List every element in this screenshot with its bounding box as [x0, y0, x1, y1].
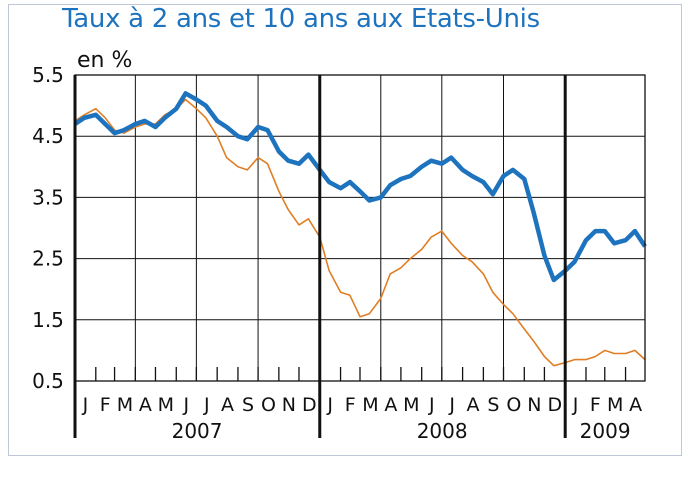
y-axis-label: en %: [77, 48, 132, 73]
month-label: M: [403, 394, 419, 416]
month-label: A: [384, 394, 397, 416]
y-tick-label: 2.5: [32, 247, 64, 271]
month-label: O: [506, 394, 521, 416]
month-label: N: [282, 394, 296, 416]
year-dividers: [73, 75, 567, 438]
month-label: J: [326, 394, 333, 416]
chart-frame: [8, 4, 682, 456]
y-tick-label: 0.5: [32, 369, 64, 393]
month-label: F: [590, 394, 601, 416]
month-label: J: [572, 394, 579, 416]
series-line-blue: [73, 91, 647, 283]
month-label: A: [629, 394, 642, 416]
month-label: M: [362, 394, 378, 416]
month-label: S: [242, 394, 254, 416]
month-label: F: [100, 394, 111, 416]
month-label: J: [203, 394, 210, 416]
year-label: 2007: [172, 419, 223, 443]
month-label: A: [466, 394, 479, 416]
year-label: 2009: [580, 419, 631, 443]
month-label: N: [527, 394, 541, 416]
plot-area: [75, 75, 645, 381]
y-tick-label: 3.5: [32, 185, 64, 209]
month-label: O: [261, 394, 276, 416]
month-label: J: [428, 394, 435, 416]
month-label: F: [345, 394, 356, 416]
month-label: D: [547, 394, 562, 416]
y-tick-labels: 0.5 1.5 2.5 3.5 4.5 5.5: [32, 63, 64, 393]
month-label: S: [487, 394, 499, 416]
year-label: 2008: [417, 419, 468, 443]
month-label: M: [158, 394, 174, 416]
year-labels: 2007 2008 2009: [172, 419, 631, 443]
chart-title: Taux à 2 ans et 10 ans aux Etats-Unis: [62, 4, 540, 34]
month-label: J: [82, 394, 89, 416]
y-tick-label: 4.5: [32, 124, 64, 148]
month-label: J: [448, 394, 455, 416]
month-label: M: [117, 394, 133, 416]
month-label: A: [139, 394, 152, 416]
month-label: A: [221, 394, 234, 416]
y-tick-label: 5.5: [32, 63, 64, 87]
month-label: J: [183, 394, 190, 416]
series-lines: [73, 91, 647, 367]
y-tick-label: 1.5: [32, 308, 64, 332]
month-label: D: [302, 394, 317, 416]
month-label: M: [607, 394, 623, 416]
